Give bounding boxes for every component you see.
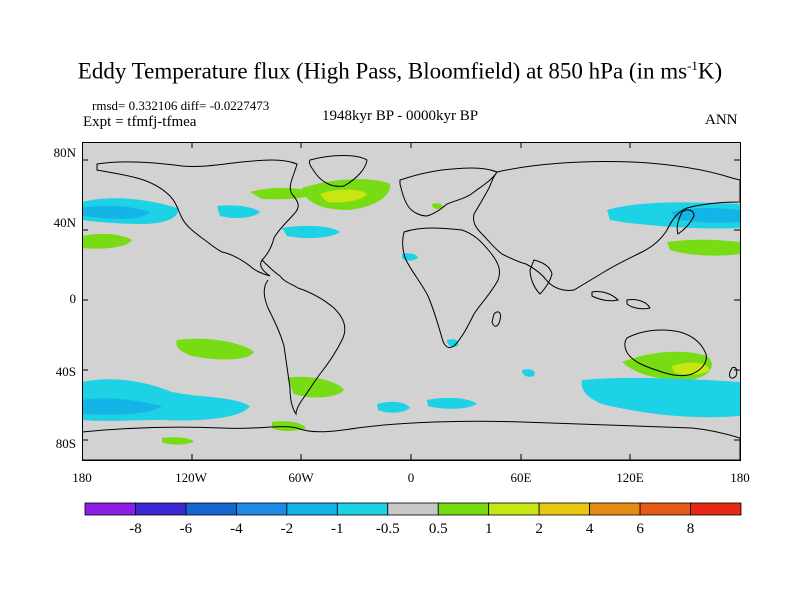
anomaly-fields <box>82 179 740 445</box>
colorbar-label-8: 2 <box>535 521 543 537</box>
coast-asia <box>473 160 740 291</box>
lat-label-0: 0 <box>69 291 77 306</box>
field-southern-ocean-blue <box>82 398 162 415</box>
coast-south-america <box>261 259 346 416</box>
field-npac-east-blue <box>672 208 740 223</box>
colorbar-swatch-6 <box>387 502 439 516</box>
lon-label-180w: 180 <box>72 470 92 485</box>
colorbar-swatch-8 <box>488 502 540 516</box>
coast-africa <box>402 227 501 349</box>
field-ross-green <box>162 437 194 445</box>
colorbar-swatch-4 <box>286 502 338 516</box>
coast-australia <box>624 329 707 377</box>
lat-label-40n: 40N <box>53 215 76 230</box>
colorbar-swatch-1 <box>135 502 187 516</box>
colorbar-swatch-0 <box>84 502 136 516</box>
field-nam-cyan <box>217 205 260 219</box>
colorbar-label-7: 1 <box>484 521 493 537</box>
field-australia-yellow <box>672 362 710 375</box>
coast-antarctica <box>82 420 740 460</box>
field-indian-cyan <box>522 369 535 377</box>
field-npac-west-blue <box>82 205 150 219</box>
coastlines <box>82 155 740 460</box>
colorbar-swatch-11 <box>639 502 691 516</box>
coast-japan <box>676 209 695 235</box>
colorbar-label-11: 8 <box>686 521 695 537</box>
lat-label-80n: 80N <box>53 145 76 160</box>
coast-north-america <box>96 159 299 277</box>
colorbar-swatch-10 <box>589 502 641 516</box>
axis-ticks <box>82 142 740 460</box>
stats-label: rmsd= 0.332106 diff= -0.0227473 <box>92 98 270 113</box>
coast-india <box>529 259 553 295</box>
plot-title: Eddy Temperature flux (High Pass, Bloomf… <box>0 58 800 85</box>
world-map <box>82 142 741 461</box>
colorbar-label-6: 0.5 <box>428 521 448 537</box>
colorbar-label-2: -4 <box>230 521 243 537</box>
lat-label-80s: 80S <box>55 436 76 451</box>
field-natlantic-yellow <box>320 189 367 203</box>
field-satlantic-cyan-1 <box>377 401 410 413</box>
experiment-label: Expt = tfmfj-tfmea <box>83 114 197 130</box>
colorbar-swatch-9 <box>538 502 591 516</box>
colorbar-label-0: -8 <box>129 521 142 537</box>
season-label: ANN <box>705 112 738 128</box>
period-label: 1948kyr BP - 0000kyr BP <box>322 108 479 124</box>
colorbar-swatch-2 <box>185 502 237 516</box>
coast-new-zealand <box>729 367 738 379</box>
color-bar <box>84 502 742 516</box>
field-npac-green <box>82 233 132 249</box>
colorbar-label-5: -0.5 <box>375 521 400 537</box>
field-npac-east-green <box>667 239 740 256</box>
field-satlantic-cyan-2 <box>427 397 477 409</box>
lon-label-120e: 120E <box>616 470 644 485</box>
field-europe-green <box>432 203 443 209</box>
colorbar-swatch-7 <box>437 502 490 516</box>
field-spac-green <box>176 338 254 360</box>
colorbar-label-9: 4 <box>585 521 594 537</box>
title-unit-end: K) <box>697 58 723 84</box>
field-south-indian-cyan <box>581 377 740 418</box>
lon-label-60w: 60W <box>288 470 314 485</box>
lon-label-60e: 60E <box>510 470 532 485</box>
coast-indonesia-2 <box>626 299 651 310</box>
lon-label-0: 0 <box>407 470 415 485</box>
lon-label-120w: 120W <box>175 470 207 485</box>
coast-europe <box>399 167 498 217</box>
coast-indonesia-1 <box>591 291 619 302</box>
title-text: Eddy Temperature flux (High Pass, Bloomf… <box>77 58 688 84</box>
colorbar-swatch-5 <box>336 502 389 516</box>
coast-madagascar <box>491 311 501 327</box>
colorbar-swatch-12 <box>690 502 742 516</box>
colorbar-label-1: -6 <box>179 521 193 537</box>
title-superscript: -1 <box>687 58 698 73</box>
lon-label-180e: 180 <box>730 470 750 485</box>
field-sam-green <box>287 376 344 398</box>
colorbar-label-4: -1 <box>331 521 344 537</box>
lat-label-40s: 40S <box>55 364 76 379</box>
colorbar-label-3: -2 <box>280 521 294 537</box>
field-labrador-green <box>250 187 314 200</box>
field-midatlantic-cyan <box>282 225 340 239</box>
colorbar-label-10: 6 <box>636 521 644 537</box>
colorbar-swatch-3 <box>235 502 288 516</box>
coast-greenland <box>309 155 368 187</box>
